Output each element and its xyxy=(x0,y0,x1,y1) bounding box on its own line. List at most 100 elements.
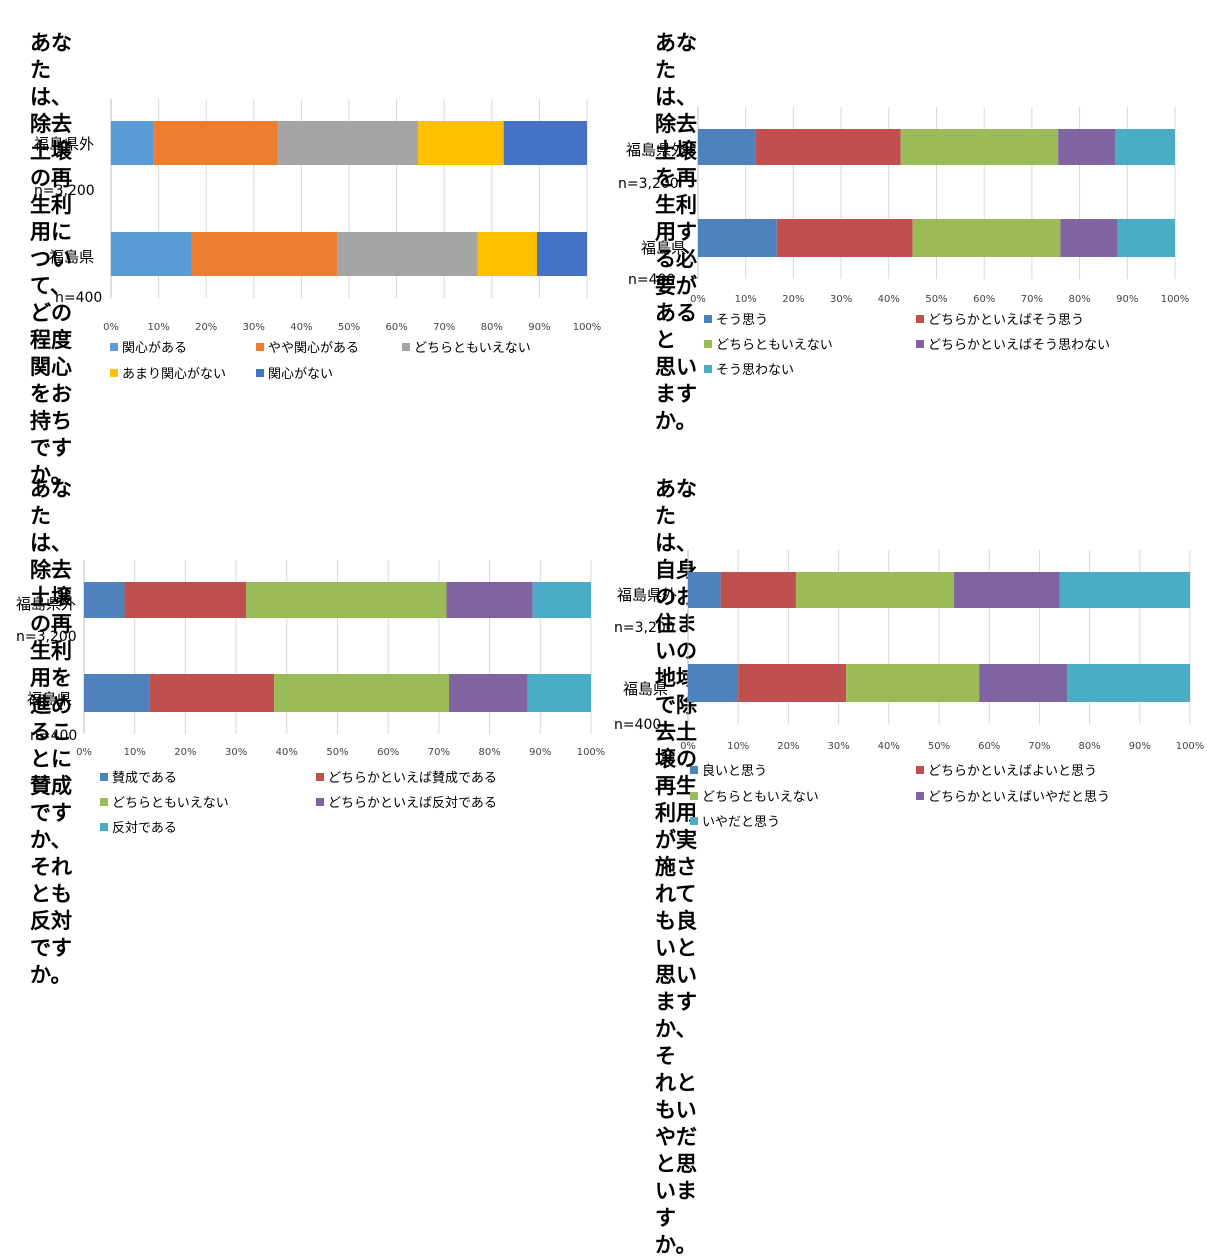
bar-segment xyxy=(111,121,154,165)
chart-title-line: 思いますか。 xyxy=(655,355,697,433)
sample-size-label: n=400 xyxy=(55,290,102,306)
sample-size-label: n=3,200 xyxy=(16,629,77,645)
x-tick-label: 60% xyxy=(973,294,995,305)
category-label: 福島県外 xyxy=(34,135,94,153)
chart-title: あなたは、除去土壌の再生利用について、どの程度 関心をお持ちですか。 xyxy=(30,30,72,489)
legend-label: どちらともいえない xyxy=(112,796,229,811)
bar-segment xyxy=(124,582,247,618)
x-tick-label: 70% xyxy=(428,747,450,758)
chart-title-line: あなたは、除去土壌の再生利用を進めることに賛成 xyxy=(30,477,72,798)
legend-label: いやだと思う xyxy=(702,815,781,830)
chart-title-line: あなたは、自身のお住まいの地域で除去土壌の xyxy=(655,477,697,771)
legend-item: やや関心がある xyxy=(256,337,359,356)
bar-segment xyxy=(755,129,901,165)
x-tick-label: 90% xyxy=(1129,741,1151,752)
legend-item: どちらともいえない xyxy=(402,337,531,356)
legend-item: そう思う xyxy=(704,309,768,328)
bar-segment xyxy=(446,582,533,618)
legend-swatch xyxy=(100,822,108,831)
bar-segment xyxy=(900,129,1059,165)
category-label: 福島県 xyxy=(27,690,72,708)
bar-segment xyxy=(1058,129,1116,165)
bar-segment xyxy=(527,674,591,712)
bar-segment xyxy=(449,674,528,712)
x-tick-label: 60% xyxy=(978,741,1000,752)
bar-segment xyxy=(776,219,913,257)
legend-label: 賛成である xyxy=(112,771,177,786)
category-label: 福島県 xyxy=(641,239,686,257)
x-tick-label: 0% xyxy=(103,322,119,333)
legend-swatch xyxy=(916,791,924,800)
legend-item: どちらかといえば反対である xyxy=(316,792,497,811)
bar-segment xyxy=(1117,219,1175,257)
bar-segment xyxy=(149,674,275,712)
x-tick-label: 100% xyxy=(577,747,606,758)
bar-segment xyxy=(153,121,278,165)
bar-segment xyxy=(418,121,504,165)
legend-label: やや関心がある xyxy=(268,341,360,356)
chart-svg: 福島県外 n=3,200 福島県 n=400 0% 10% 20% 30% 40% 50% 60% 7… xyxy=(618,107,1190,305)
bar-segment xyxy=(191,232,338,276)
x-tick-label: 30% xyxy=(827,741,849,752)
bar-segment xyxy=(337,232,478,276)
legend-label: そう思わない xyxy=(716,363,795,378)
bar-segment xyxy=(277,121,419,165)
legend-swatch xyxy=(690,816,698,825)
bar-segment xyxy=(720,572,796,608)
legend-swatch xyxy=(402,342,410,351)
legend-item: 反対である xyxy=(100,817,177,836)
x-tick-label: 100% xyxy=(1176,741,1205,752)
legend-item: 良いと思う xyxy=(690,760,767,779)
legend-item: どちらかといえばそう思わない xyxy=(916,334,1110,353)
legend-swatch xyxy=(110,368,118,377)
bar-segment xyxy=(688,664,739,702)
category-label: 福島県外 xyxy=(617,586,677,604)
x-tick-label: 10% xyxy=(735,294,757,305)
bar-segment xyxy=(795,572,955,608)
bar-segment xyxy=(912,219,1061,257)
x-tick-label: 20% xyxy=(777,741,799,752)
chart-title-line: あなたは、除去土壌の再生利用について、どの程度 xyxy=(30,31,72,352)
legend-label: どちらともいえない xyxy=(702,790,819,805)
legend-swatch xyxy=(110,342,118,351)
x-tick-label: 40% xyxy=(290,322,312,333)
sample-size-label: n=3,200 xyxy=(614,620,675,636)
x-tick-label: 40% xyxy=(878,741,900,752)
bar-segment xyxy=(979,664,1068,702)
chart-title-line: あなたは、除去土壌を再生利用する必要があると xyxy=(655,31,697,352)
legend-item: どちらかといえばいやだと思う xyxy=(916,786,1110,805)
bar-segment xyxy=(477,232,538,276)
legend-swatch xyxy=(916,339,924,348)
x-tick-label: 10% xyxy=(124,747,146,758)
legend-label: どちらかといえばそう思わない xyxy=(928,338,1111,353)
x-tick-label: 80% xyxy=(478,747,500,758)
x-tick-label: 60% xyxy=(377,747,399,758)
legend-label: どちらともいえない xyxy=(414,341,531,356)
legend-item: 関心がある xyxy=(110,337,187,356)
sample-size-label: n=400 xyxy=(30,728,77,744)
legend-label: 反対である xyxy=(112,821,177,836)
x-tick-label: 30% xyxy=(243,322,265,333)
chart-svg: 福島県外 n=3,200 福島県 n=400 0% 10% 20% 30% 40% 50% 60% 7… xyxy=(16,560,606,758)
legend-label: どちらかといえば反対である xyxy=(328,796,497,811)
legend-item: 関心がない xyxy=(256,363,333,382)
sample-size-label: n=3,200 xyxy=(618,176,679,192)
legend-swatch xyxy=(316,797,324,806)
legend-swatch xyxy=(100,772,108,781)
legend-label: どちらかといえばそう思う xyxy=(928,313,1085,328)
category-label: 福島県外 xyxy=(626,141,686,159)
x-tick-label: 20% xyxy=(195,322,217,333)
legend-swatch xyxy=(704,314,712,323)
x-tick-label: 100% xyxy=(1161,294,1190,305)
legend-label: どちらかといえばよいと思う xyxy=(928,764,1098,779)
bar-segment xyxy=(738,664,847,702)
bar-segment xyxy=(1067,664,1190,702)
x-tick-label: 50% xyxy=(338,322,360,333)
chart-title: あなたは、除去土壌の再生利用を進めることに賛成 ですか、それとも反対ですか。 xyxy=(30,476,72,989)
legend-item: いやだと思う xyxy=(690,811,780,830)
x-tick-label: 30% xyxy=(830,294,852,305)
x-tick-label: 20% xyxy=(782,294,804,305)
legend-swatch xyxy=(690,791,698,800)
bar-segment xyxy=(246,582,447,618)
x-tick-label: 0% xyxy=(76,747,92,758)
